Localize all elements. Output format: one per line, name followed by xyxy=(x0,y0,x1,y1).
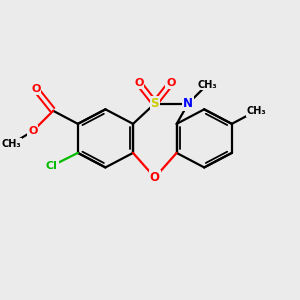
Text: S: S xyxy=(151,97,159,110)
Text: O: O xyxy=(134,78,143,88)
Text: Cl: Cl xyxy=(46,161,58,171)
Text: O: O xyxy=(31,84,40,94)
Text: O: O xyxy=(28,126,38,136)
Text: N: N xyxy=(183,97,193,110)
Text: CH₃: CH₃ xyxy=(247,106,266,116)
Text: CH₃: CH₃ xyxy=(1,139,21,149)
Text: CH₃: CH₃ xyxy=(197,80,217,90)
Text: O: O xyxy=(150,171,160,184)
Text: O: O xyxy=(166,78,176,88)
